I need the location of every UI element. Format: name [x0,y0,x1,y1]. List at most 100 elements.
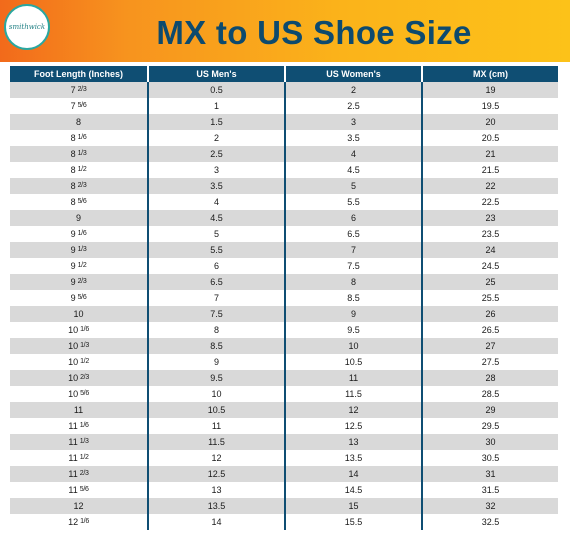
mx-cm-cell: 27.5 [422,354,558,370]
column-header-mx-cm: MX (cm) [422,66,558,82]
foot-length-cell: 9 1/2 [10,258,149,274]
us-mens-cell: 8 [148,322,286,338]
us-mens-cell: 13.5 [148,498,286,514]
foot-length-whole: 8 [75,117,81,127]
mx-cm-cell: 21.5 [422,162,558,178]
mx-cm-cell: 20 [422,114,558,130]
us-womens-cell: 12.5 [285,418,423,434]
foot-length-whole: 10 [73,309,84,319]
us-mens-cell: 3 [148,162,286,178]
mx-cm-cell: 31 [422,466,558,482]
foot-length-whole: 7 [70,101,76,111]
foot-length-whole: 11 [68,469,78,479]
mx-cm-cell: 28 [422,370,558,386]
foot-length-fraction: 1/6 [77,134,87,141]
us-mens-cell: 6 [148,258,286,274]
foot-length-whole: 9 [70,277,76,287]
mx-cm-cell: 22.5 [422,194,558,210]
us-womens-cell: 11.5 [285,386,423,402]
mx-cm-cell: 31.5 [422,482,558,498]
us-womens-cell: 14.5 [285,482,423,498]
foot-length-whole: 10 [68,389,79,399]
table-row: 9 5/6 7 8.5 25.5 [10,290,558,306]
us-mens-cell: 9 [148,354,286,370]
us-womens-cell: 14 [285,466,423,482]
us-mens-cell: 12 [148,450,286,466]
table-row: 8 1/6 2 3.5 20.5 [10,130,558,146]
foot-length-cell: 8 1/2 [10,162,149,178]
mx-cm-cell: 19.5 [422,98,558,114]
us-womens-cell: 2 [285,82,423,98]
foot-length-cell: 8 [10,114,149,130]
foot-length-cell: 11 1/2 [10,450,149,466]
us-womens-cell: 4 [285,146,423,162]
mx-cm-cell: 30 [422,434,558,450]
table-row: 12 1/6 14 15.5 32.5 [10,514,558,530]
us-mens-cell: 4.5 [148,210,286,226]
mx-cm-cell: 25.5 [422,290,558,306]
foot-length-fraction: 1/3 [77,150,87,157]
table-header-row: Foot Length (Inches) US Men's US Women's… [10,66,558,82]
us-womens-cell: 15 [285,498,423,514]
foot-length-cell: 10 5/6 [10,386,149,402]
table-row: 10 7.5 9 26 [10,306,558,322]
foot-length-whole: 8 [70,165,76,175]
us-womens-cell: 2.5 [285,98,423,114]
us-womens-cell: 7 [285,242,423,258]
foot-length-cell: 10 1/2 [10,354,149,370]
table-row: 10 5/6 10 11.5 28.5 [10,386,558,402]
us-womens-cell: 9 [285,306,423,322]
us-womens-cell: 11 [285,370,423,386]
us-womens-cell: 13 [285,434,423,450]
foot-length-cell: 9 1/3 [10,242,149,258]
foot-length-fraction: 1/6 [79,422,89,429]
foot-length-fraction: 2/3 [77,278,87,285]
foot-length-fraction: 1/6 [80,518,89,525]
mx-cm-cell: 26 [422,306,558,322]
foot-length-whole: 9 [70,229,76,239]
us-womens-cell: 15.5 [285,514,423,530]
page-title: MX to US Shoe Size [156,14,472,51]
us-mens-cell: 13 [148,482,286,498]
us-mens-cell: 10 [148,386,286,402]
column-header-us-womens: US Women's [285,66,423,82]
foot-length-whole: 8 [70,133,76,143]
us-womens-cell: 5.5 [285,194,423,210]
us-mens-cell: 1 [148,98,286,114]
foot-length-cell: 11 [10,402,149,418]
us-womens-cell: 6 [285,210,423,226]
foot-length-cell: 10 1/6 [10,322,149,338]
title-banner: smithwick MX to US Shoe Size [0,0,570,62]
us-womens-cell: 10 [285,338,423,354]
foot-length-cell: 9 5/6 [10,290,149,306]
mx-cm-cell: 20.5 [422,130,558,146]
mx-cm-cell: 28.5 [422,386,558,402]
table-row: 8 1/2 3 4.5 21.5 [10,162,558,178]
column-header-us-mens: US Men's [148,66,286,82]
mx-cm-cell: 32.5 [422,514,558,530]
foot-length-fraction: 5/6 [79,486,89,493]
foot-length-whole: 11 [68,453,78,463]
foot-length-cell: 12 1/6 [10,514,149,530]
foot-length-cell: 10 [10,306,149,322]
foot-length-whole: 8 [70,181,76,191]
us-mens-cell: 8.5 [148,338,286,354]
foot-length-cell: 7 5/6 [10,98,149,114]
foot-length-whole: 11 [68,421,78,431]
us-womens-cell: 10.5 [285,354,423,370]
foot-length-fraction: 1/6 [80,326,89,333]
foot-length-whole: 11 [68,437,78,447]
table-row: 9 1/6 5 6.5 23.5 [10,226,558,242]
foot-length-cell: 9 2/3 [10,274,149,290]
foot-length-cell: 10 2/3 [10,370,149,386]
foot-length-fraction: 1/2 [79,454,89,461]
us-mens-cell: 9.5 [148,370,286,386]
us-womens-cell: 4.5 [285,162,423,178]
foot-length-whole: 8 [70,197,76,207]
us-mens-cell: 7.5 [148,306,286,322]
us-mens-cell: 11.5 [148,434,286,450]
foot-length-fraction: 2/3 [79,470,89,477]
foot-length-fraction: 1/2 [80,358,89,365]
foot-length-cell: 10 1/3 [10,338,149,354]
us-mens-cell: 1.5 [148,114,286,130]
